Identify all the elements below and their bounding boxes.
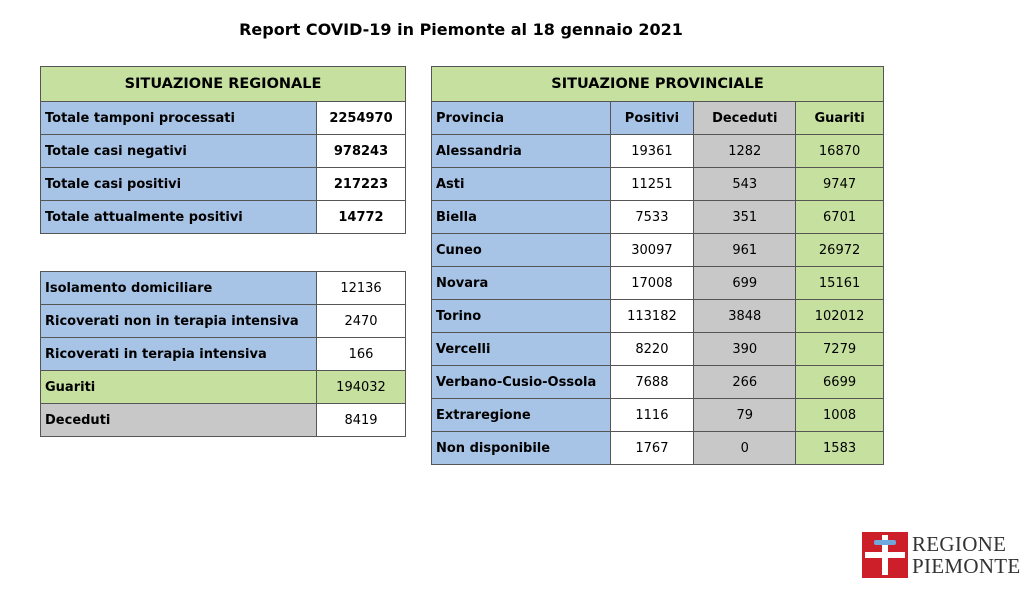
regional-table: SITUAZIONE REGIONALE Totale tamponi proc… [40,66,406,234]
regional-label: Totale tamponi processati [40,101,317,135]
regional-value: 978243 [316,134,406,168]
province-guariti: 1583 [795,431,884,465]
province-guariti: 7279 [795,332,884,366]
province-guariti: 1008 [795,398,884,432]
table-row: Totale attualmente positivi 14772 [40,200,406,234]
table-row: Totale tamponi processati 2254970 [40,101,406,135]
column-header: Deceduti [693,101,797,135]
province-guariti: 6701 [795,200,884,234]
province-positivi: 1116 [609,398,695,432]
province-deceduti: 0 [693,431,797,465]
table-row: Verbano-Cusio-Ossola 7688 266 6699 [431,365,884,399]
province-name: Biella [431,200,611,234]
table-row: Torino 113182 3848 102012 [431,299,884,333]
province-positivi: 8220 [609,332,695,366]
province-positivi: 113182 [609,299,695,333]
table-row: Alessandria 19361 1282 16870 [431,134,884,168]
province-guariti: 6699 [795,365,884,399]
province-deceduti: 1282 [693,134,797,168]
province-positivi: 19361 [609,134,695,168]
detail-value: 12136 [316,271,406,305]
provincial-header: SITUAZIONE PROVINCIALE [431,66,884,102]
regional-label: Totale attualmente positivi [40,200,317,234]
column-header: Provincia [431,101,611,135]
province-positivi: 30097 [609,233,695,267]
province-name: Extraregione [431,398,611,432]
province-name: Verbano-Cusio-Ossola [431,365,611,399]
province-positivi: 7533 [609,200,695,234]
detail-value: 2470 [316,304,406,338]
column-header-row: Provincia Positivi Deceduti Guariti [431,101,884,135]
province-guariti: 102012 [795,299,884,333]
regione-piemonte-logo: REGIONE PIEMONTE [862,532,1020,580]
regional-header: SITUAZIONE REGIONALE [40,66,406,102]
table-row: Vercelli 8220 390 7279 [431,332,884,366]
table-row: Guariti 194032 [40,370,406,404]
regional-value: 2254970 [316,101,406,135]
province-guariti: 26972 [795,233,884,267]
province-deceduti: 266 [693,365,797,399]
table-row: Biella 7533 351 6701 [431,200,884,234]
province-deceduti: 699 [693,266,797,300]
detail-label: Deceduti [40,403,317,437]
province-deceduti: 79 [693,398,797,432]
province-name: Asti [431,167,611,201]
table-row: Non disponibile 1767 0 1583 [431,431,884,465]
table-row: Isolamento domiciliare 12136 [40,271,406,305]
detail-label: Isolamento domiciliare [40,271,317,305]
provincial-body: Alessandria 19361 1282 16870 Asti 11251 543 974… [431,134,884,465]
province-positivi: 17008 [609,266,695,300]
detail-value: 8419 [316,403,406,437]
details-table: Isolamento domiciliare 12136 Ricoverati … [40,271,406,437]
detail-label: Guariti [40,370,317,404]
column-header: Guariti [795,101,884,135]
logo-line2: PIEMONTE [912,554,1021,578]
regione-piemonte-emblem-icon [862,532,908,578]
detail-value: 194032 [316,370,406,404]
regional-value: 14772 [316,200,406,234]
table-row: Novara 17008 699 15161 [431,266,884,300]
table-row: Extraregione 1116 79 1008 [431,398,884,432]
regional-label: Totale casi positivi [40,167,317,201]
table-row: Ricoverati in terapia intensiva 166 [40,337,406,371]
province-name: Torino [431,299,611,333]
province-guariti: 15161 [795,266,884,300]
table-row: Asti 11251 543 9747 [431,167,884,201]
page-title: Report COVID-19 in Piemonte al 18 gennai… [239,20,683,39]
province-name: Vercelli [431,332,611,366]
table-row: Totale casi negativi 978243 [40,134,406,168]
province-guariti: 16870 [795,134,884,168]
province-positivi: 1767 [609,431,695,465]
province-deceduti: 961 [693,233,797,267]
province-deceduti: 3848 [693,299,797,333]
province-guariti: 9747 [795,167,884,201]
table-row: Cuneo 30097 961 26972 [431,233,884,267]
detail-label: Ricoverati in terapia intensiva [40,337,317,371]
province-name: Alessandria [431,134,611,168]
table-row: Ricoverati non in terapia intensiva 2470 [40,304,406,338]
province-deceduti: 351 [693,200,797,234]
province-name: Novara [431,266,611,300]
regional-value: 217223 [316,167,406,201]
regional-label: Totale casi negativi [40,134,317,168]
table-row: Deceduti 8419 [40,403,406,437]
table-row: Totale casi positivi 217223 [40,167,406,201]
province-name: Cuneo [431,233,611,267]
province-positivi: 7688 [609,365,695,399]
provincial-table: SITUAZIONE PROVINCIALE Provincia Positiv… [431,66,884,465]
province-deceduti: 390 [693,332,797,366]
detail-value: 166 [316,337,406,371]
detail-label: Ricoverati non in terapia intensiva [40,304,317,338]
province-name: Non disponibile [431,431,611,465]
column-header: Positivi [609,101,695,135]
province-deceduti: 543 [693,167,797,201]
logo-line1: REGIONE [912,532,1007,556]
province-positivi: 11251 [609,167,695,201]
